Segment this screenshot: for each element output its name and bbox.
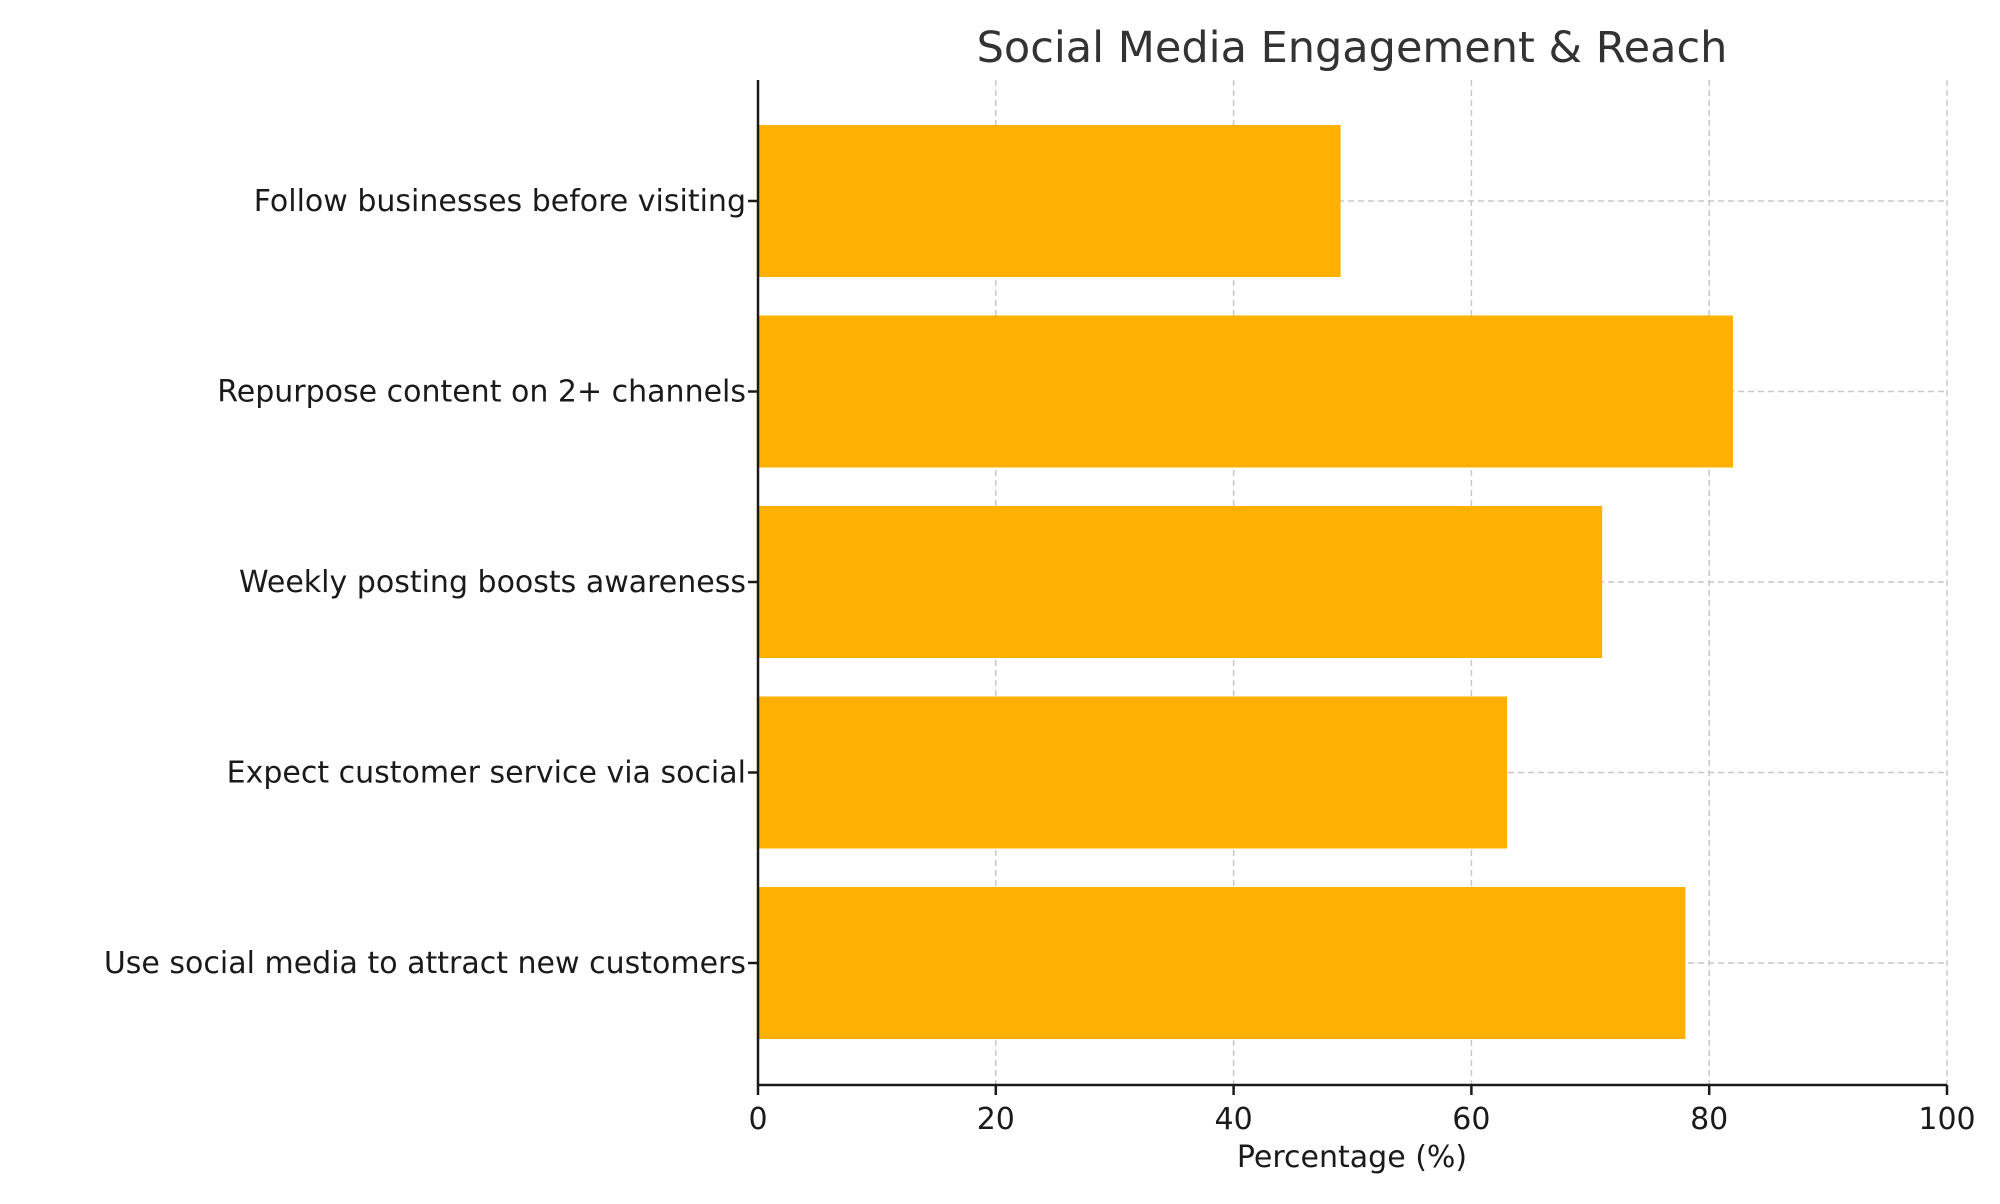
x-tick-label: 100 [1918,1102,1975,1137]
bar [758,125,1341,277]
bar [758,506,1603,658]
chart-title: Social Media Engagement & Reach [977,23,1728,73]
x-axis-label: Percentage (%) [1237,1140,1467,1175]
axes: 0 20 40 60 80 100 Use social media to attract … [104,80,1976,1137]
x-tick-label: 40 [1215,1102,1253,1137]
bar [758,696,1508,849]
bar [758,887,1686,1039]
bars [758,125,1733,1039]
x-tick-label: 60 [1452,1102,1490,1137]
x-tick-label: 80 [1690,1102,1728,1137]
y-tick-label: Expect customer service via social [227,756,746,791]
y-tick-label: Weekly posting boosts awareness [239,565,746,600]
y-tick-label: Repurpose content on 2+ channels [217,375,746,410]
y-tick-label: Follow businesses before visiting [254,184,746,219]
y-tick-label: Use social media to attract new customer… [104,946,746,981]
x-tick-label: 20 [977,1102,1015,1137]
x-tick-label: 0 [748,1102,767,1137]
bar [758,315,1733,468]
